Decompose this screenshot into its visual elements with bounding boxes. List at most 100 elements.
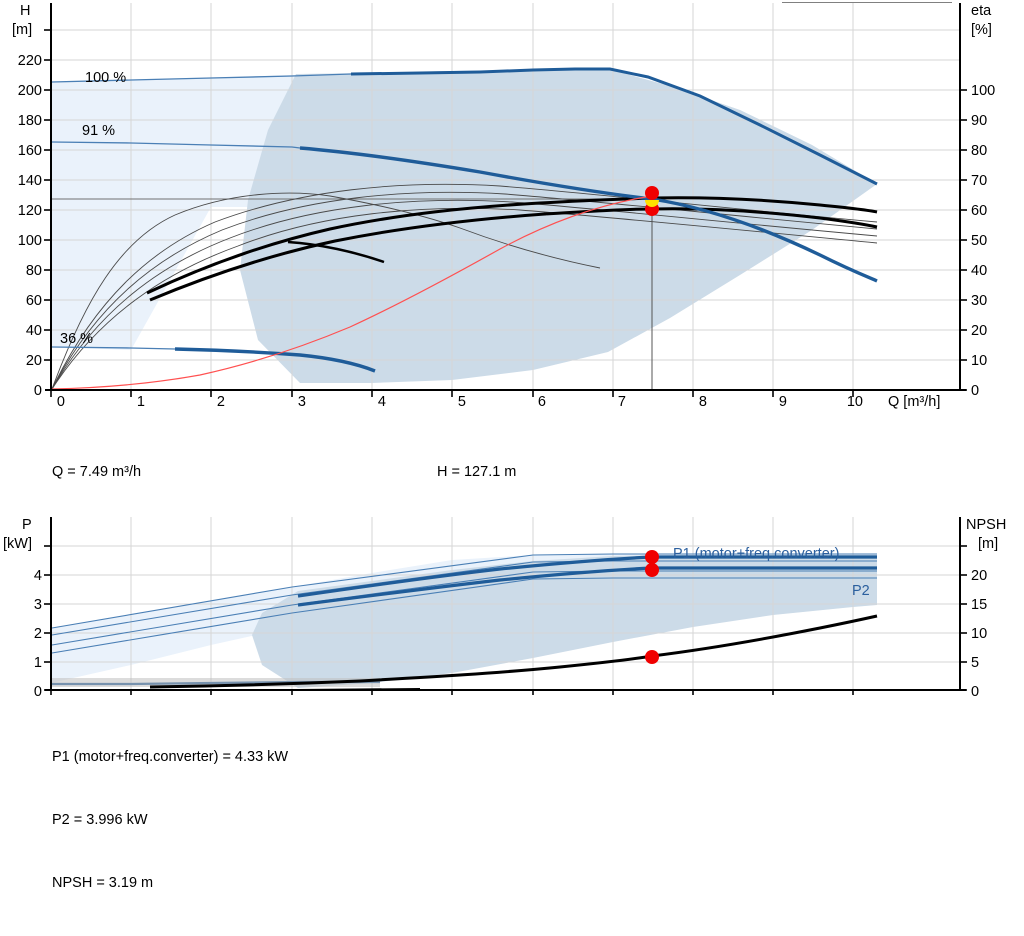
top-y-left-ticks (44, 29, 51, 361)
bottom-duty-markers (645, 550, 659, 664)
top-eta-tick-40: 40 (971, 263, 988, 279)
top-y-tick-120: 120 (17, 203, 42, 219)
npsh-curve (149, 614, 878, 689)
top-eta-tick-70: 70 (971, 173, 988, 189)
bottom-npsh-tick-20: 20 (971, 568, 988, 584)
bottom-y-right-axis-label-line1: NPSH (966, 517, 1007, 533)
top-y-tick-0: 0 (33, 383, 42, 399)
top-y-tick-140: 140 (17, 173, 42, 189)
top-x-tick-8: 8 (698, 394, 707, 410)
eta-pump-curve (146, 196, 878, 295)
top-x-ticks (50, 390, 854, 397)
top-x-tick-1: 1 (136, 394, 145, 410)
duty-marker-p1 (645, 550, 659, 564)
p2-power-curve (297, 566, 877, 607)
head-curve-36pct-duty (174, 347, 376, 373)
bottom-y-left-ticks (44, 545, 51, 691)
top-x-tick-2: 2 (216, 394, 225, 410)
top-x-tick-3: 3 (297, 394, 306, 410)
top-grid-horizontal (51, 29, 960, 361)
speed-label-100pct: 100 % (85, 70, 127, 86)
top-eta-tick-90: 90 (971, 113, 988, 129)
top-y-tick-160: 160 (17, 143, 42, 159)
top-eta-tick-80: 80 (971, 143, 988, 159)
bottom-x-ticks (50, 690, 854, 695)
head-curve-91pct (51, 141, 301, 149)
top-eta-tick-0: 0 (971, 383, 980, 399)
top-y-right-axis-label-line1: eta (971, 3, 992, 19)
power-envelope-edges (51, 553, 877, 654)
top-eta-tick-20: 20 (971, 323, 988, 339)
top-eta-tick-100: 100 (971, 83, 996, 99)
duty-point-markers (645, 186, 659, 216)
top-x-tick-0: 0 (56, 394, 65, 410)
top-y-tick-180: 180 (17, 113, 42, 129)
bottom-p-tick-4: 4 (33, 568, 42, 584)
pump-curve-page: CRNE 5-16, 3*500 V H [m] eta [%] Q [m³/h… (0, 0, 1024, 891)
bottom-chart-canvas (44, 517, 967, 695)
bottom-y-left-axis-label-line2: [kW] (3, 536, 32, 552)
top-x-tick-9: 9 (778, 394, 787, 410)
head-curve-91pct-duty (299, 146, 878, 283)
power-info-block: P1 (motor+freq.converter) = 4.33 kW P2 =… (52, 705, 288, 936)
top-eta-tick-30: 30 (971, 293, 988, 309)
duty-point-marker-eta (645, 186, 659, 200)
eta-total-curve (149, 207, 878, 302)
speed-label-36pct: 36 % (60, 331, 94, 347)
info-p1: P1 (motor+freq.converter) = 4.33 kW (52, 749, 289, 765)
bottom-grid-horizontal (51, 545, 960, 663)
top-x-tick-6: 6 (537, 394, 546, 410)
speed-label-91pct: 91 % (82, 123, 116, 139)
top-eta-tick-50: 50 (971, 233, 988, 249)
power-envelope-dark (252, 555, 877, 688)
top-y-tick-60: 60 (25, 293, 42, 309)
bottom-npsh-tick-0: 0 (971, 684, 980, 700)
bottom-y-right-axis-label-line2: [m] (978, 536, 999, 552)
p1-curve-label: P1 (motor+freq.converter) (673, 546, 840, 562)
system-curve (51, 195, 653, 390)
top-eta-tick-10: 10 (971, 353, 988, 369)
power-npsh-chart: P [kW] NPSH [m] 4 3 2 1 0 20 15 10 5 0 P… (0, 515, 1024, 705)
top-y-tick-80: 80 (25, 263, 42, 279)
info-flow: Q = 7.49 m³/h (52, 464, 142, 480)
top-x-tick-7: 7 (617, 394, 626, 410)
top-y-right-ticks (960, 89, 967, 391)
top-y-tick-200: 200 (17, 83, 42, 99)
top-y-right-axis-label-line2: [%] (971, 22, 992, 38)
bottom-y-left-axis-label-line1: P (22, 517, 32, 533)
info-p2: P2 = 3.996 kW (52, 812, 148, 828)
p2-curve-label: P2 (852, 583, 870, 599)
operating-envelope-dark (240, 69, 877, 383)
bottom-npsh-tick-15: 15 (971, 597, 988, 613)
top-y-tick-20: 20 (25, 353, 42, 369)
p1-power-curve (297, 555, 877, 598)
bottom-p-tick-1: 1 (33, 655, 42, 671)
bottom-y-right-ticks (960, 545, 967, 691)
eta-secondary-branch (287, 240, 385, 264)
top-x-tick-5: 5 (457, 394, 466, 410)
duty-marker-npsh (645, 650, 659, 664)
top-y-tick-40: 40 (25, 323, 42, 339)
top-y-tick-220: 220 (17, 53, 42, 69)
eta-max-envelope-curve (51, 192, 601, 390)
info-npsh: NPSH = 3.19 m (52, 875, 154, 891)
top-y-tick-100: 100 (17, 233, 42, 249)
bottom-npsh-tick-5: 5 (971, 655, 980, 671)
duty-marker-p2 (645, 563, 659, 577)
info-head: H = 127.1 m (437, 464, 517, 480)
head-curve-100pct-duty (350, 67, 878, 186)
top-x-tick-10: 10 (846, 394, 863, 410)
top-y-left-axis-label-line2: [m] (12, 22, 33, 38)
bottom-npsh-tick-10: 10 (971, 626, 988, 642)
top-chart-canvas (44, 3, 967, 397)
duty-point-highlight-icon (645, 200, 659, 207)
head-curve-36pct (51, 346, 176, 350)
bottom-p-tick-0: 0 (33, 684, 42, 700)
bottom-p-tick-2: 2 (33, 626, 42, 642)
top-x-axis-label: Q [m³/h] (888, 394, 941, 410)
head-curve-100pct (51, 73, 352, 83)
bottom-p-tick-3: 3 (33, 597, 42, 613)
top-y-left-axis-label-line1: H (20, 3, 31, 19)
top-eta-tick-60: 60 (971, 203, 988, 219)
head-efficiency-chart: H [m] eta [%] Q [m³/h] 220 200 180 160 1… (0, 0, 1024, 410)
